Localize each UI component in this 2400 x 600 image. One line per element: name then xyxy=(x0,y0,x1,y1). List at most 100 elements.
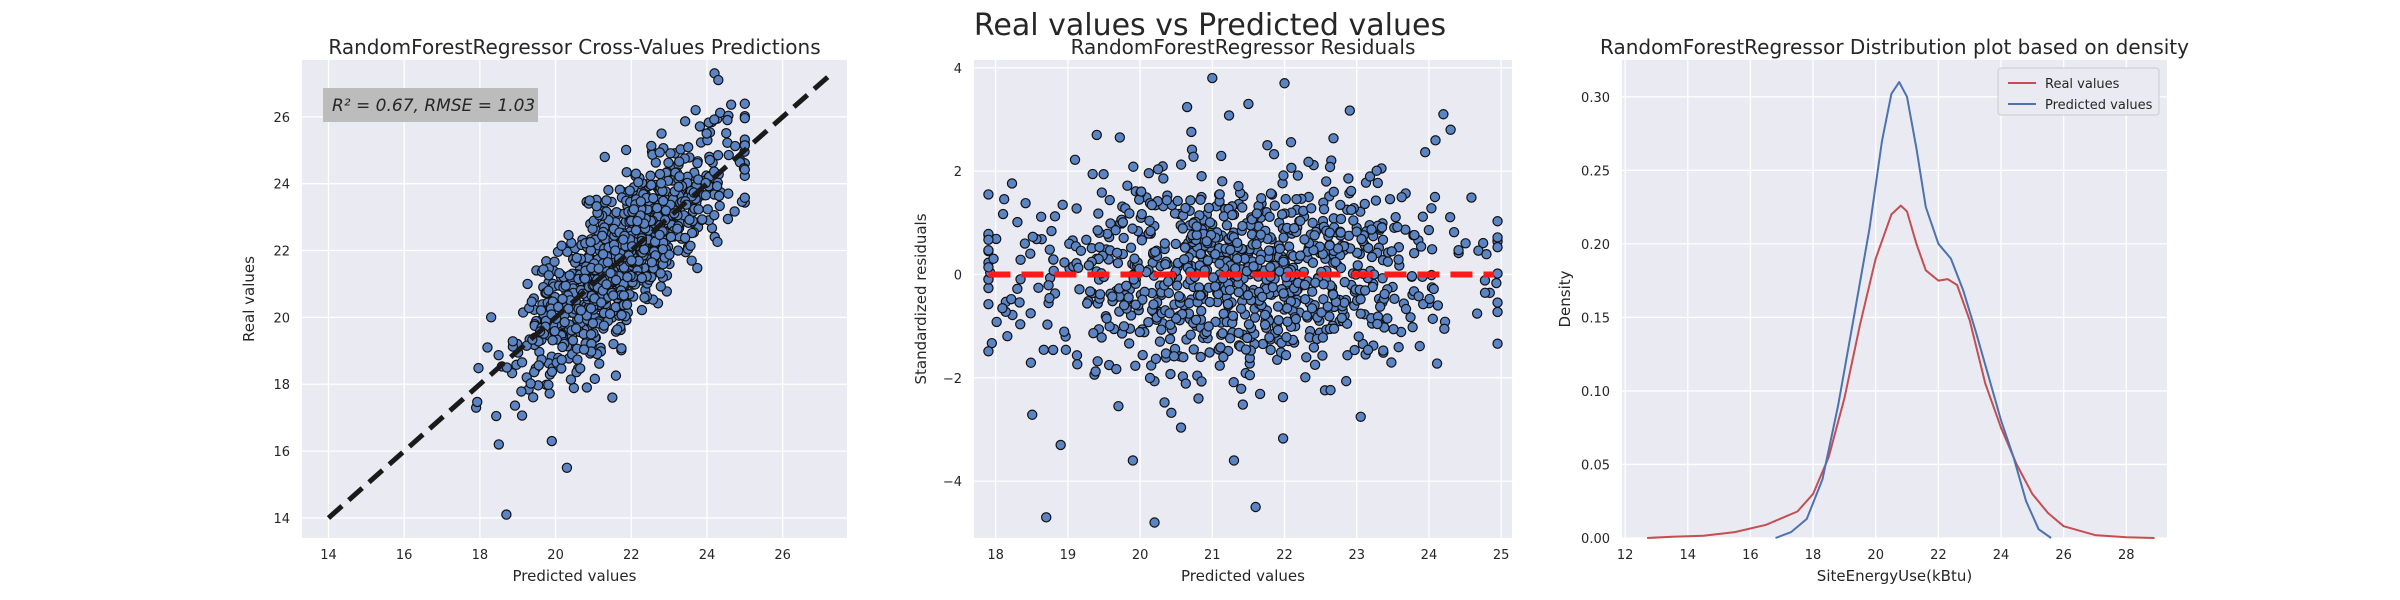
scatter-point xyxy=(1306,203,1317,214)
scatter-point xyxy=(1388,323,1399,335)
scatter-point xyxy=(1227,310,1239,322)
scatter-point xyxy=(1111,247,1123,259)
scatter-point xyxy=(1262,140,1273,151)
scatter-point xyxy=(1046,225,1057,237)
scatter-point xyxy=(1072,359,1083,370)
x-tick-label: 18 xyxy=(987,548,1004,563)
scatter-point xyxy=(1355,308,1366,319)
x-tick-label: 14 xyxy=(1680,548,1697,563)
scatter-point xyxy=(630,225,642,236)
scatter-point xyxy=(725,99,737,110)
scatter-point xyxy=(1255,229,1266,240)
scatter-point xyxy=(1343,173,1354,184)
scatter-point xyxy=(1439,323,1450,335)
scatter-point xyxy=(1166,407,1177,419)
scatter-point xyxy=(1186,126,1197,138)
scatter-point xyxy=(1249,312,1261,323)
scatter-point xyxy=(473,362,484,374)
scatter-point xyxy=(1172,195,1183,207)
scatter-point xyxy=(636,272,648,284)
y-tick-label: 18 xyxy=(273,378,290,393)
scatter-point xyxy=(983,189,994,200)
scatter-point xyxy=(543,285,554,296)
scatter-point xyxy=(1309,230,1320,241)
scatter-point xyxy=(544,388,555,399)
scatter-point xyxy=(1471,308,1483,319)
scatter-point xyxy=(1057,199,1068,211)
scatter-point xyxy=(1413,291,1424,302)
scatter-point xyxy=(1324,227,1335,238)
scatter-point xyxy=(1308,342,1320,353)
scatter-point xyxy=(1349,344,1360,356)
scatter-point xyxy=(1316,307,1327,318)
scatter-point xyxy=(1269,200,1281,211)
y-tick-label: 16 xyxy=(273,445,290,460)
scatter-point xyxy=(1204,347,1215,358)
x-tick-label: 20 xyxy=(1132,548,1149,563)
scatter-point xyxy=(1165,368,1176,380)
scatter-point xyxy=(1430,135,1441,146)
scatter-point xyxy=(722,213,734,225)
scatter-point xyxy=(1426,244,1438,255)
scatter-point xyxy=(554,267,565,279)
scatter-point xyxy=(1195,290,1206,301)
legend: Real values Predicted values xyxy=(1997,67,2160,116)
scatter-point xyxy=(1218,211,1230,222)
scatter-point xyxy=(712,150,724,161)
scatter-point xyxy=(1214,360,1226,371)
scatter-point xyxy=(1479,287,1491,298)
scatter-point xyxy=(601,279,612,290)
scatter-point xyxy=(1257,291,1268,303)
scatter-point xyxy=(553,301,564,313)
scatter-point xyxy=(1335,213,1347,225)
x-tick-label: 24 xyxy=(699,548,716,563)
scatter-point xyxy=(1295,250,1306,261)
scatter-point xyxy=(1356,233,1367,245)
scatter-point xyxy=(1292,170,1304,181)
legend-label-real-values: Real values xyxy=(2045,77,2120,92)
density-line-predicted-values xyxy=(1775,81,2052,539)
scatter-point xyxy=(1087,168,1098,180)
scatter-point xyxy=(1281,331,1292,343)
scatter-point xyxy=(673,156,685,167)
scatter-point xyxy=(570,323,582,334)
scatter-point xyxy=(1393,254,1404,265)
y-tick-label: −2 xyxy=(943,372,962,387)
scatter-point xyxy=(997,303,1008,314)
scatter-point xyxy=(1327,289,1339,300)
scatter-point xyxy=(610,245,621,256)
scatter-point xyxy=(1492,241,1503,253)
scatter-point xyxy=(1272,324,1284,336)
scatter-point xyxy=(730,140,741,152)
panel-title: RandomForestRegressor Distribution plot … xyxy=(1600,35,2189,59)
scatter-point xyxy=(655,178,667,189)
x-tick-label: 16 xyxy=(396,548,413,563)
y-tick-label: 20 xyxy=(273,311,290,326)
scatter-point xyxy=(628,204,640,215)
scatter-point xyxy=(1328,133,1339,144)
scatter-point xyxy=(1104,194,1115,206)
scatter-point xyxy=(1214,189,1225,200)
scatter-point xyxy=(673,181,684,192)
scatter-point xyxy=(1382,313,1393,324)
scatter-point xyxy=(1216,150,1227,162)
scatter-point xyxy=(1233,327,1244,339)
scatter-point xyxy=(1306,303,1318,314)
scatter-point xyxy=(526,296,537,307)
scatter-point xyxy=(597,249,609,260)
scatter-point xyxy=(1092,225,1103,236)
scatter-point xyxy=(1144,372,1156,384)
scatter-point xyxy=(1113,400,1124,412)
scatter-point xyxy=(557,341,568,353)
scatter-point xyxy=(578,344,590,355)
scatter-point xyxy=(1379,288,1390,300)
scatter-point xyxy=(1118,300,1130,311)
scatter-point xyxy=(620,144,632,156)
scatter-point xyxy=(1196,305,1207,317)
scatter-point xyxy=(1432,300,1444,311)
scatter-point xyxy=(1149,517,1160,528)
scatter-point xyxy=(1492,268,1503,279)
scatter-point xyxy=(1278,288,1289,299)
scatter-point xyxy=(1218,308,1229,319)
y-tick-label: 2 xyxy=(954,165,962,180)
